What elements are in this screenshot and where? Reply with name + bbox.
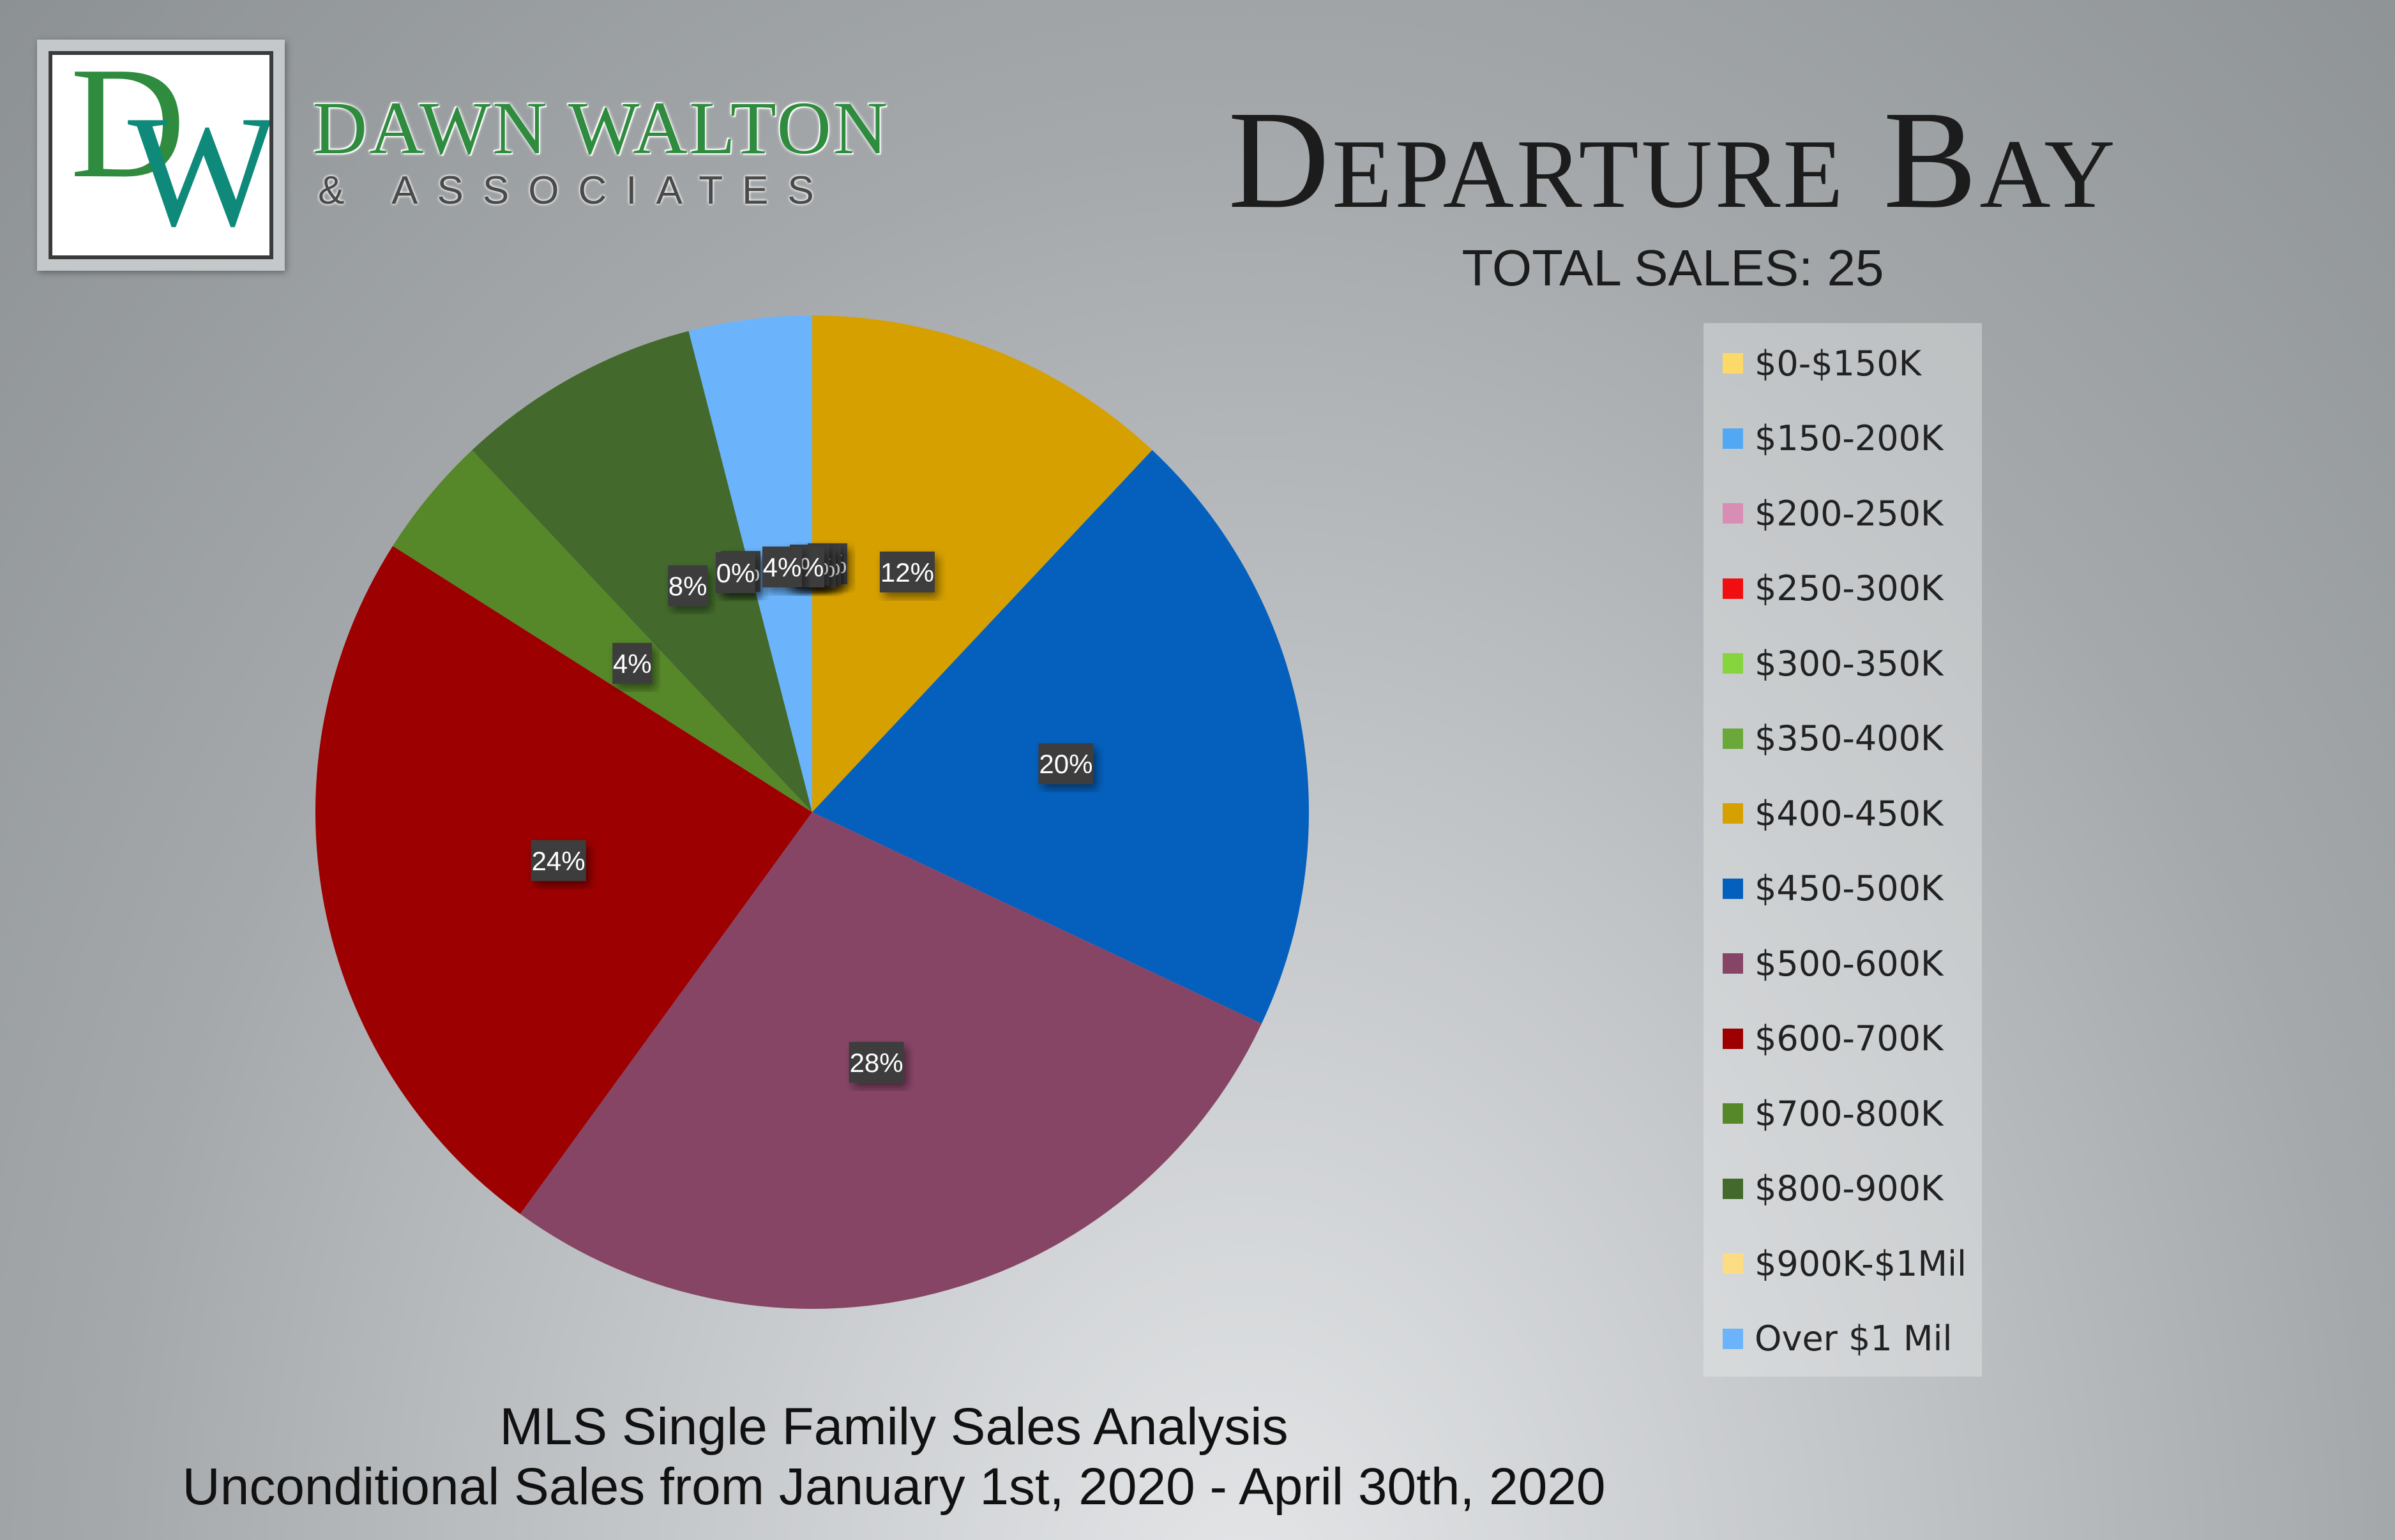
brand-subtitle: & ASSOCIATES [318, 169, 833, 213]
legend-item: $600-700K [1723, 1016, 1943, 1061]
svg-text:8%: 8% [669, 571, 707, 601]
legend-label: $350-400K [1755, 718, 1944, 759]
svg-text:4%: 4% [763, 552, 802, 582]
legend-item: $900K-$1Mil [1723, 1241, 1967, 1286]
legend-item: $450-500K [1723, 866, 1943, 911]
logo-letter-w: W [128, 83, 273, 259]
data-label-$400-450K: 12% [879, 551, 935, 593]
svg-text:20%: 20% [1039, 749, 1092, 779]
legend-swatch [1723, 953, 1743, 974]
legend-label: $450-500K [1755, 868, 1944, 909]
footer-date-range: Unconditional Sales from January 1st, 20… [182, 1458, 1606, 1516]
legend-swatch [1723, 728, 1743, 749]
legend-item: $300-350K [1723, 641, 1943, 686]
legend-item: $400-450K [1723, 791, 1943, 836]
legend-label: Over $1 Mil [1755, 1318, 1953, 1359]
legend-label: $800-900K [1755, 1168, 1944, 1209]
legend-swatch [1723, 653, 1743, 674]
svg-text:0%: 0% [716, 558, 755, 588]
svg-text:28%: 28% [850, 1048, 903, 1078]
legend-swatch [1723, 878, 1743, 899]
legend-swatch [1723, 353, 1743, 374]
legend-swatch [1723, 428, 1743, 449]
legend-swatch [1723, 1028, 1743, 1049]
legend-swatch [1723, 1103, 1743, 1124]
legend-item: $800-900K [1723, 1166, 1943, 1211]
total-sales: TOTAL SALES: 25 [1462, 239, 1884, 296]
legend-item: $700-800K [1723, 1091, 1943, 1136]
legend-label: $150-200K [1755, 418, 1944, 458]
legend-label: $900K-$1Mil [1755, 1243, 1967, 1284]
legend-swatch [1723, 503, 1743, 524]
legend-label: $250-300K [1755, 568, 1944, 608]
legend-item: $150-200K [1723, 416, 1943, 461]
legend-label: $300-350K [1755, 643, 1944, 684]
data-label-$350-400K: 0% [716, 552, 755, 593]
legend-swatch [1723, 1178, 1743, 1199]
data-label-$500-600K: 28% [849, 1041, 904, 1083]
legend-swatch [1723, 578, 1743, 599]
legend-swatch [1723, 803, 1743, 824]
svg-text:12%: 12% [880, 557, 934, 587]
chart-title: Departure Bay [1228, 82, 2118, 238]
brand-name: DAWN WALTON [313, 86, 890, 170]
logo-monogram: D W [49, 51, 273, 259]
legend-item: Over $1 Mil [1723, 1317, 1953, 1361]
legend-item: $250-300K [1723, 566, 1943, 611]
svg-text:24%: 24% [532, 846, 586, 876]
data-label-$600-700K: 24% [531, 840, 586, 881]
data-label-$450-500K: 20% [1038, 743, 1094, 785]
svg-text:4%: 4% [613, 649, 652, 679]
legend-swatch [1723, 1328, 1743, 1349]
legend-item: $200-250K [1723, 491, 1943, 536]
data-label-$700-800K: 4% [612, 642, 653, 684]
pie-slice-$450-500K [812, 449, 1309, 1024]
legend-item: $0-$150K [1723, 341, 1921, 386]
data-label-Over $1 Mil: 4% [762, 547, 802, 587]
legend-label: $0-$150K [1755, 343, 1922, 384]
pie-slice-$400-450K [812, 315, 1152, 812]
pie-slice-$700-800K [393, 449, 812, 812]
pie-slice-$800-900K [472, 331, 812, 812]
logo-letter-d: D [70, 51, 186, 211]
legend-label: $600-700K [1755, 1018, 1944, 1059]
footer-title: MLS Single Family Sales Analysis [499, 1398, 1288, 1456]
legend-label: $700-800K [1755, 1093, 1944, 1134]
legend-label: $200-250K [1755, 493, 1944, 534]
legend-label: $400-450K [1755, 793, 1944, 834]
logo: D W [37, 40, 285, 271]
legend-label: $500-600K [1755, 943, 1944, 984]
data-label-$800-900K: 8% [668, 565, 708, 607]
legend-item: $500-600K [1723, 941, 1943, 986]
chart-legend: $0-$150K $150-200K $200-250K $250-300K $300-… [1704, 323, 1982, 1377]
legend-swatch [1723, 1253, 1743, 1274]
legend-item: $350-400K [1723, 716, 1943, 761]
